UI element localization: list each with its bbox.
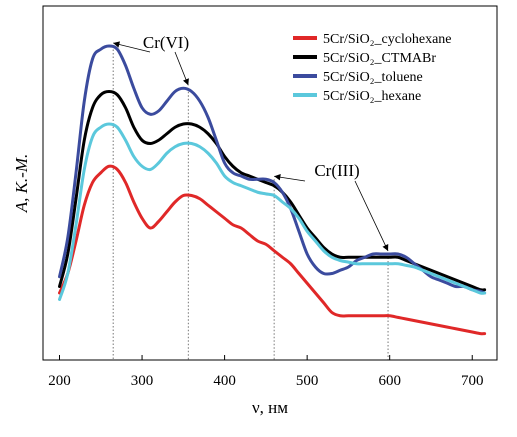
annotations: Cr(VI) Cr(III) [113,33,389,252]
annotation-label: Cr(III) [314,161,359,180]
x-tick-label: 500 [296,373,319,389]
legend-label: 5Cr/SiO₂_hexane [323,89,421,104]
arrow-head [274,174,281,181]
annotation-arrow [354,180,389,252]
x-tick-label: 300 [131,373,154,389]
x-tick-label: 600 [378,373,401,389]
legend-label: 5Cr/SiO₂_cyclohexane [323,32,452,47]
plot-frame [42,5,498,361]
y-axis-label: A, К.-М. [12,154,31,214]
arrow-head [183,78,189,86]
series-line-2 [58,44,487,295]
arrow-head [113,41,120,48]
x-tick-label: 400 [213,373,236,389]
x-axis-ticks: 200 300 400 500 600 700 [48,355,483,389]
x-axis-label: ν, нм [252,398,288,417]
legend-label: 5Cr/SiO₂_CTMABr [323,51,436,66]
annotation-label: Cr(VI) [143,33,189,52]
arrow-head [382,244,389,251]
series-lines [58,44,487,336]
x-tick-label: 700 [461,373,484,389]
x-tick-label: 200 [48,373,71,389]
legend: 5Cr/SiO₂_cyclohexane 5Cr/SiO₂_CTMABr 5Cr/S… [293,32,452,104]
series-line-0 [58,164,487,336]
legend-label: 5Cr/SiO₂_toluene [323,70,423,85]
annotation-arrow [113,42,151,53]
series-line-3 [58,122,487,301]
series-line-1 [58,90,487,292]
marker-lines [112,46,389,360]
